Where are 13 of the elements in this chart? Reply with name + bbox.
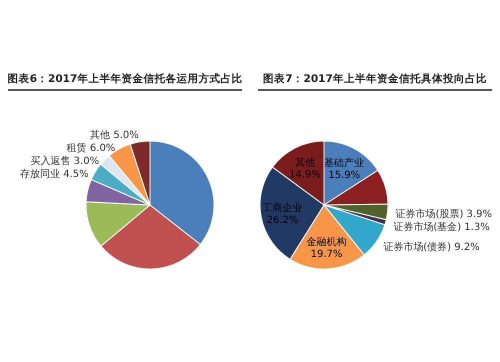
slice-label: 证券市场(股票) 3.9%: [396, 208, 492, 220]
slice-label: 证券市场(基金) 1.3%: [393, 222, 490, 233]
slice-label: 存放同业 4.5%: [20, 168, 89, 180]
slice-label: 租赁 6.0%: [66, 142, 116, 154]
chart-title: 图表7：2017年上半年资金信托具体投向占比: [263, 72, 487, 85]
slice-label: 其他 14.9%: [289, 157, 321, 180]
slice-label: 其他 5.0%: [90, 130, 139, 141]
chart-title: 图表6：2017年上半年资金信托各运用方式占比: [8, 72, 242, 85]
slice-label: 买入返售 3.0%: [30, 156, 100, 167]
slice-label: 基础产业 15.9%: [324, 158, 364, 181]
slice-label: 金融机构 19.7%: [306, 237, 347, 260]
slice-label: 证券市场(债券) 9.2%: [383, 242, 480, 253]
slice-label: 工商企业 26.2%: [262, 202, 302, 226]
